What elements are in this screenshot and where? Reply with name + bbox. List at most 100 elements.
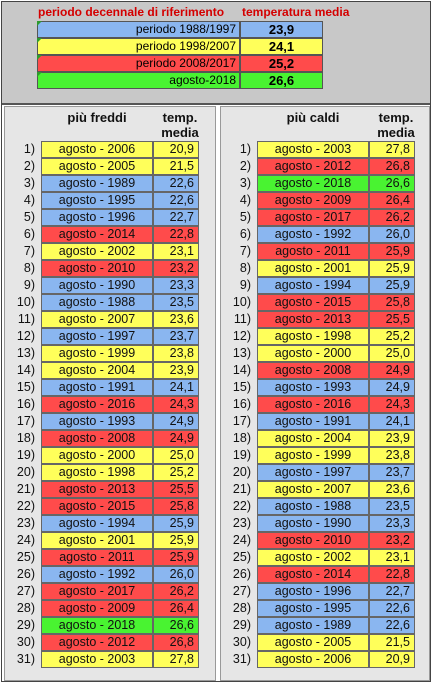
warmest-value-header: temp. media	[371, 110, 421, 140]
ranking-row: 26) agosto - 1992 26,0	[5, 566, 210, 583]
rank-number: 31)	[232, 652, 251, 666]
month-year-label: agosto - 1995	[257, 600, 369, 617]
temperature-value: 25,5	[369, 311, 415, 328]
temperature-value: 26,0	[153, 566, 199, 583]
ranking-row: 31) agosto - 2003 27,8	[5, 651, 210, 668]
coldest-panel: più freddi temp. media 1) agosto - 2006 20…	[4, 106, 216, 681]
rank-number: 9)	[23, 278, 35, 292]
rank-number: 28)	[16, 601, 35, 615]
month-year-label: agosto - 1992	[257, 226, 369, 243]
ranking-row: 26) agosto - 2014 22,8	[221, 566, 426, 583]
rank-number: 15)	[16, 380, 35, 394]
temperature-value: 25,5	[153, 481, 199, 498]
rank-number: 20)	[16, 465, 35, 479]
ranking-row: 9) agosto - 1990 23,3	[5, 277, 210, 294]
ranking-row: 21) agosto - 2007 23,6	[221, 481, 426, 498]
temperature-value: 21,5	[369, 634, 415, 651]
ranking-row: 10) agosto - 2015 25,8	[221, 294, 426, 311]
month-year-label: agosto - 1993	[41, 413, 153, 430]
temperature-value: 23,1	[153, 243, 199, 260]
coldest-value-header-line2: media	[161, 125, 199, 140]
rank-number: 14)	[232, 363, 251, 377]
temperature-value: 24,9	[369, 362, 415, 379]
temperature-value: 24,9	[153, 413, 199, 430]
rank-number: 21)	[232, 482, 251, 496]
temperature-value: 26,2	[369, 209, 415, 226]
temperature-value: 23,8	[153, 345, 199, 362]
rank-number: 25)	[232, 550, 251, 564]
temperature-value: 21,5	[153, 158, 199, 175]
temperature-value: 26,2	[153, 583, 199, 600]
temperature-value: 25,2	[369, 328, 415, 345]
month-year-label: agosto - 2007	[257, 481, 369, 498]
temperature-value: 26,8	[369, 158, 415, 175]
temperature-value: 26,0	[369, 226, 415, 243]
temperature-value: 25,2	[153, 464, 199, 481]
ranking-row: 4) agosto - 2009 26,4	[221, 192, 426, 209]
month-year-label: agosto - 2001	[41, 532, 153, 549]
month-year-label: agosto - 1990	[257, 515, 369, 532]
rank-number: 26)	[16, 567, 35, 581]
rank-number: 5)	[23, 210, 35, 224]
month-year-label: agosto - 2006	[257, 651, 369, 668]
month-year-label: agosto - 2015	[41, 498, 153, 515]
rank-number: 18)	[16, 431, 35, 445]
month-year-label: agosto - 2009	[41, 600, 153, 617]
month-year-label: agosto - 2016	[257, 396, 369, 413]
mean-temperature-header: temperatura media	[242, 5, 350, 19]
rank-number: 10)	[232, 295, 251, 309]
rank-number: 26)	[232, 567, 251, 581]
temperature-value: 27,8	[153, 651, 199, 668]
warmest-panel: più caldi temp. media 1) agosto - 2003 27,…	[220, 106, 430, 681]
reference-value: 26,6	[240, 72, 323, 89]
month-year-label: agosto - 2003	[41, 651, 153, 668]
ranking-row: 15) agosto - 1991 24,1	[5, 379, 210, 396]
rank-number: 12)	[232, 329, 251, 343]
temperature-value: 23,5	[153, 294, 199, 311]
rank-number: 11)	[233, 312, 251, 326]
temperature-value: 22,7	[369, 583, 415, 600]
rank-number: 25)	[16, 550, 35, 564]
month-year-label: agosto - 2016	[41, 396, 153, 413]
temperature-value: 23,9	[369, 430, 415, 447]
temperature-value: 25,9	[153, 515, 199, 532]
rank-number: 22)	[232, 499, 251, 513]
ranking-row: 9) agosto - 1994 25,9	[221, 277, 426, 294]
ranking-row: 1) agosto - 2006 20,9	[5, 141, 210, 158]
ranking-row: 13) agosto - 1999 23,8	[5, 345, 210, 362]
month-year-label: agosto - 1991	[41, 379, 153, 396]
comment-marker-icon	[37, 38, 42, 43]
temperature-value: 25,0	[369, 345, 415, 362]
ranking-row: 11) agosto - 2007 23,6	[5, 311, 210, 328]
month-year-label: agosto - 1994	[41, 515, 153, 532]
rank-number: 31)	[16, 652, 35, 666]
ranking-row: 16) agosto - 2016 24,3	[5, 396, 210, 413]
month-year-label: agosto - 1997	[41, 328, 153, 345]
warmest-title: più caldi	[286, 110, 340, 125]
month-year-label: agosto - 1995	[41, 192, 153, 209]
month-year-label: agosto - 2002	[41, 243, 153, 260]
month-year-label: agosto - 2014	[41, 226, 153, 243]
ranking-row: 25) agosto - 2011 25,9	[5, 549, 210, 566]
month-year-label: agosto - 2010	[41, 260, 153, 277]
ranking-row: 14) agosto - 2004 23,9	[5, 362, 210, 379]
ranking-row: 19) agosto - 2000 25,0	[5, 447, 210, 464]
temperature-value: 20,9	[369, 651, 415, 668]
temperature-value: 23,2	[153, 260, 199, 277]
comment-marker-icon	[37, 72, 42, 77]
rank-number: 2)	[23, 159, 35, 173]
month-year-label: agosto - 1999	[257, 447, 369, 464]
ranking-row: 15) agosto - 1993 24,9	[221, 379, 426, 396]
rank-number: 19)	[16, 448, 35, 462]
ranking-row: 22) agosto - 2015 25,8	[5, 498, 210, 515]
rank-number: 15)	[232, 380, 251, 394]
month-year-label: agosto - 2012	[257, 158, 369, 175]
ranking-row: 7) agosto - 2002 23,1	[5, 243, 210, 260]
rank-number: 22)	[16, 499, 35, 513]
temperature-value: 25,9	[369, 243, 415, 260]
month-year-label: agosto - 2010	[257, 532, 369, 549]
ranking-row: 11) agosto - 2013 25,5	[221, 311, 426, 328]
ranking-row: 17) agosto - 1991 24,1	[221, 413, 426, 430]
temperature-value: 26,4	[369, 192, 415, 209]
ranking-row: 10) agosto - 1988 23,5	[5, 294, 210, 311]
